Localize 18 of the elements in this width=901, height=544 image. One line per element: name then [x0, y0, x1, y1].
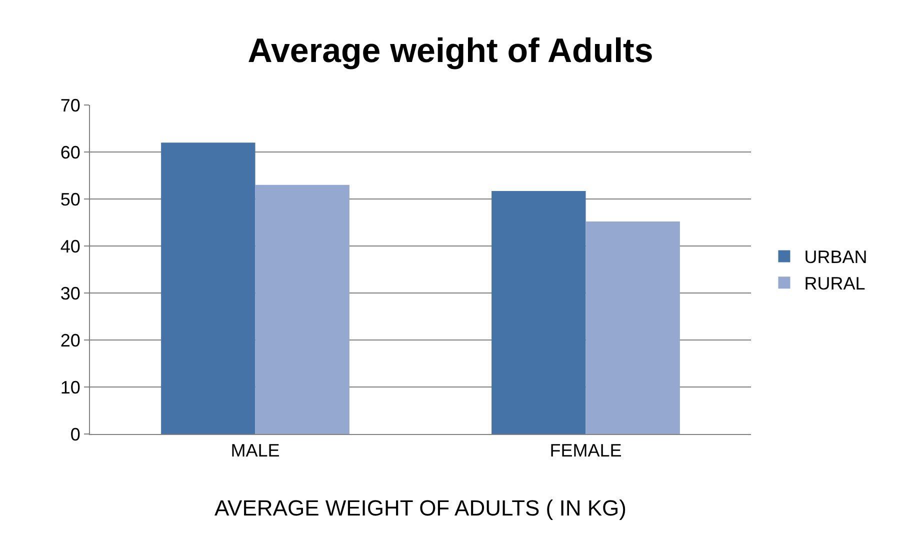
legend-label: RURAL [804, 274, 866, 294]
y-tick-label: 10 [60, 377, 80, 398]
x-tick-label: FEMALE [550, 440, 622, 461]
x-axis-title: AVERAGE WEIGHT OF ADULTS ( IN KG) [214, 496, 626, 520]
legend-label: URBAN [804, 247, 868, 268]
y-tick-label: 60 [60, 142, 80, 162]
bar [492, 191, 586, 434]
y-tick-label: 0 [70, 424, 80, 444]
y-tick-label: 20 [60, 330, 80, 350]
chart-title: Average weight of Adults [248, 32, 654, 70]
x-tick-label: MALE [230, 440, 280, 461]
y-tick-label: 70 [60, 95, 80, 116]
y-tick-label: 30 [60, 283, 80, 304]
y-tick-label: 50 [60, 189, 80, 210]
bar [255, 184, 350, 434]
y-tick-label: 40 [60, 236, 80, 256]
bar [586, 222, 680, 434]
bar [161, 142, 256, 434]
